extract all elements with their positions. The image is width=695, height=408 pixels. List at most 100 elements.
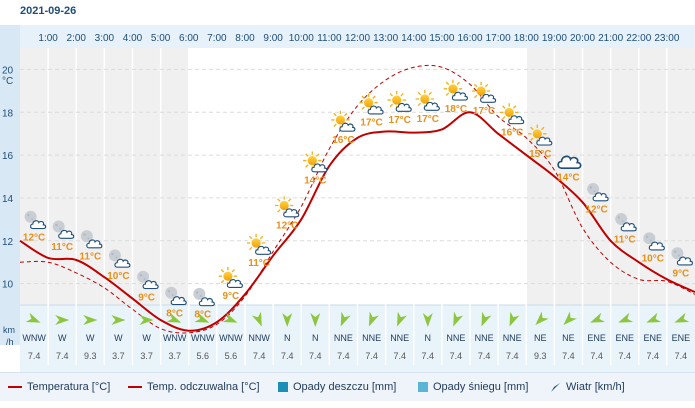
rain-swatch: [278, 382, 288, 393]
wind-arrow-shape: [453, 311, 464, 327]
cloud-icon: [339, 122, 356, 132]
wind-direction-label: NNE: [334, 333, 353, 343]
legend-feels-like[interactable]: Temp. odczuwalna [°C]: [128, 381, 260, 393]
temp-label: 10°C: [642, 254, 664, 265]
temp-label: 11°C: [51, 242, 73, 253]
wind-speed-label: 7.4: [253, 351, 266, 361]
wind-arrow-shape: [166, 312, 182, 323]
forecast-chart: 12°C11°C11°C10°C9°C8°C 8°C9°C11°C12°C14°C…: [0, 25, 695, 372]
temp-label: 11°C: [614, 235, 636, 246]
wind-direction-label: ENE: [672, 333, 691, 343]
legend-rain[interactable]: Opady deszczu [mm]: [278, 381, 396, 393]
cloud-icon: [557, 155, 582, 170]
x-tick-label: 3:00: [95, 33, 115, 44]
wind-arrow-shape: [397, 311, 407, 327]
wind-speed-label: 7.4: [618, 351, 631, 361]
cloud-icon: [620, 222, 637, 232]
temp-label: 14°C: [304, 176, 326, 187]
wind-arrow-icon: [340, 311, 351, 327]
temp-label: 11°C: [248, 258, 270, 269]
wind-arrow-shape: [481, 311, 492, 327]
wind-arrow-icon: [453, 311, 464, 327]
wind-arrow-icon: [55, 315, 70, 325]
wind-arrow-icon: [509, 311, 520, 327]
wind-speed-label: 3.7: [168, 351, 181, 361]
x-tick-label: 8:00: [235, 33, 255, 44]
wind-direction-label: W: [86, 333, 95, 343]
wind-arrow-shape: [83, 315, 98, 325]
chart-legend: Temperatura [°C] Temp. odczuwalna [°C] O…: [0, 372, 695, 401]
forecast-date: 2021-09-26: [20, 5, 77, 17]
wind-arrow-icon: [194, 312, 210, 323]
wind-speed-label: 7.4: [309, 351, 322, 361]
snow-swatch: [418, 382, 428, 393]
temp-label: 9°C: [138, 292, 155, 303]
wind-arrow-shape: [25, 312, 41, 323]
cloud-icon: [451, 91, 468, 101]
wind-speed-label: 7.4: [506, 351, 519, 361]
wind-speed-label: 7.4: [590, 351, 603, 361]
cloud-icon: [311, 163, 328, 173]
x-tick-label: 20:00: [570, 33, 595, 44]
x-tick-label: 19:00: [542, 33, 567, 44]
wind-arrow-shape: [251, 311, 262, 327]
wind-arrow-icon: [481, 311, 492, 327]
wind-speed-label: 5.6: [225, 351, 238, 361]
temp-label: 14°C: [557, 172, 579, 183]
wind-arrow-shape: [139, 315, 154, 325]
wind-arrow-shape: [111, 315, 126, 325]
wind-arrow-shape: [282, 313, 293, 327]
legend-temperature[interactable]: Temperatura [°C]: [8, 381, 110, 393]
cloud-icon: [395, 102, 412, 112]
wind-speed-label: 7.4: [28, 351, 41, 361]
wind-direction-label: N: [284, 333, 291, 343]
wind-arrow-shape: [55, 315, 70, 325]
temp-label: 9°C: [673, 269, 690, 280]
wind-arrow-shape: [368, 311, 379, 327]
y-axis-band: [0, 25, 20, 345]
wind-direction-label: NNE: [362, 333, 381, 343]
wind-arrow-icon: [535, 311, 549, 325]
wind-direction-label: ENE: [644, 333, 663, 343]
temperature-line: [19, 111, 695, 332]
legend-snow[interactable]: Opady śniegu [mm]: [418, 381, 528, 393]
y-tick-label: 20: [2, 65, 14, 76]
cloud-icon: [170, 296, 187, 306]
temp-label: 16°C: [332, 135, 354, 146]
wind-direction-label: NNE: [446, 333, 465, 343]
wind-arrow-shape: [310, 313, 321, 327]
wind-arrow-shape: [674, 312, 690, 323]
wind-arrow-shape: [509, 311, 520, 327]
wind-speed-label: 9.3: [534, 351, 547, 361]
legend-wind[interactable]: Wiatr [km/h]: [550, 381, 625, 393]
temp-label: 17°C: [417, 114, 439, 125]
wind-speed-label: 7.4: [281, 351, 294, 361]
legend-wind-label: Wiatr [km/h]: [566, 381, 625, 393]
wind-speed-label: 7.4: [450, 351, 463, 361]
wind-speed-label: 7.4: [562, 351, 575, 361]
x-tick-label: 7:00: [207, 33, 227, 44]
x-tick-label: 11:00: [317, 33, 342, 44]
temp-label: 16°C: [501, 127, 523, 138]
wind-speed-label: 7.4: [337, 351, 350, 361]
x-tick-label: 21:00: [598, 33, 623, 44]
wind-arrow-shape: [563, 311, 577, 325]
wind-arrow-icon: [310, 313, 321, 327]
x-tick-label: 1:00: [38, 33, 58, 44]
wind-arrow-icon: [111, 315, 126, 325]
wind-direction-label: NNE: [390, 333, 409, 343]
temp-label: 8°C: [166, 308, 183, 319]
wind-direction-label: NE: [562, 333, 575, 343]
wind-arrow-icon: [618, 312, 634, 323]
x-tick-label: 9:00: [263, 33, 283, 44]
wind-arrow-shape: [618, 312, 634, 323]
wind-direction-label: W: [142, 333, 151, 343]
cloud-icon: [255, 245, 272, 255]
temp-label: 17°C: [473, 106, 495, 117]
y-unit-label: °C: [2, 76, 13, 87]
wind-speed-label: 7.4: [478, 351, 491, 361]
temp-label: 8°C: [194, 309, 211, 320]
y-tick-label: 16: [2, 151, 14, 162]
wind-direction-label: NNW: [248, 333, 270, 343]
wind-speed-label: 7.4: [675, 351, 688, 361]
